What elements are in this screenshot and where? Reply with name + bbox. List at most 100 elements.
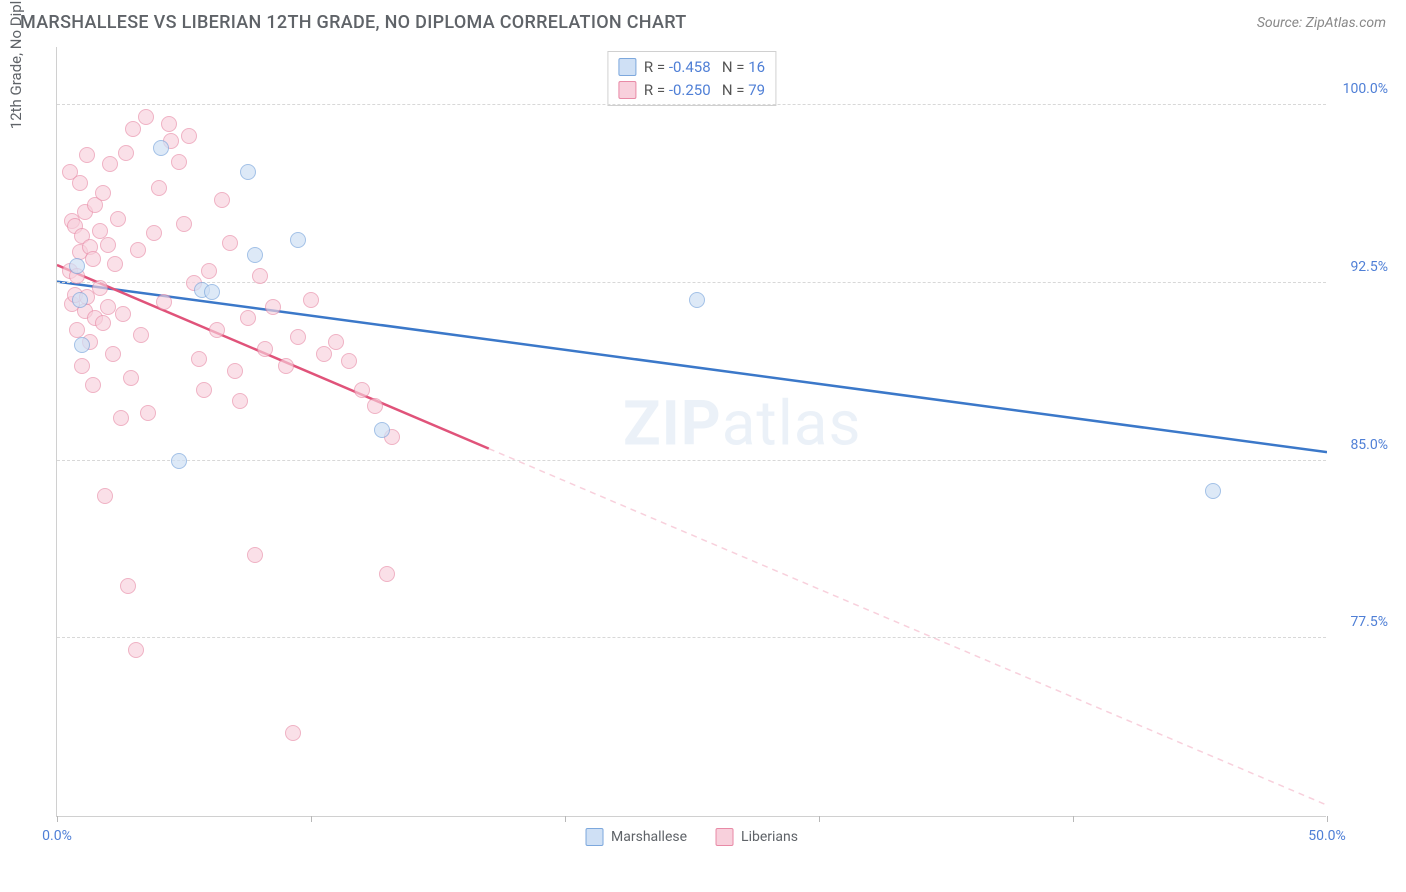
y-tick-label: 77.5% [1350, 614, 1388, 630]
data-point [115, 306, 131, 322]
data-point [113, 410, 129, 426]
data-point [247, 247, 263, 263]
data-point [204, 284, 220, 300]
legend-item: Marshallese [585, 828, 687, 846]
trend-lines [57, 47, 1327, 817]
gridline [57, 460, 1326, 461]
legend-swatch [715, 828, 733, 846]
data-point [138, 109, 154, 125]
legend-swatch [585, 828, 603, 846]
data-point [140, 405, 156, 421]
legend-label: Marshallese [611, 829, 687, 845]
data-point [240, 164, 256, 180]
data-point [130, 242, 146, 258]
y-tick-label: 100.0% [1343, 81, 1388, 97]
data-point [102, 156, 118, 172]
data-point [285, 725, 301, 741]
x-tick-label: 0.0% [42, 828, 72, 844]
data-point [367, 398, 383, 414]
data-point [79, 147, 95, 163]
data-point [100, 299, 116, 315]
x-tick [819, 816, 820, 822]
data-point [196, 382, 212, 398]
stat-row: R = -0.250 N = 79 [618, 79, 765, 102]
data-point [328, 334, 344, 350]
data-point [374, 422, 390, 438]
data-point [1205, 483, 1221, 499]
data-point [95, 315, 111, 331]
data-point [209, 322, 225, 338]
data-point [110, 211, 126, 227]
x-tick [565, 816, 566, 822]
data-point [290, 329, 306, 345]
x-tick [311, 816, 312, 822]
data-point [118, 145, 134, 161]
data-point [354, 382, 370, 398]
data-point [74, 358, 90, 374]
data-point [74, 337, 90, 353]
gridline [57, 104, 1326, 105]
data-point [128, 642, 144, 658]
data-point [100, 237, 116, 253]
x-tick-label: 50.0% [1308, 828, 1346, 844]
data-point [85, 251, 101, 267]
data-point [171, 154, 187, 170]
chart-title: MARSHALLESE VS LIBERIAN 12TH GRADE, NO D… [20, 12, 687, 33]
data-point [240, 310, 256, 326]
data-point [176, 216, 192, 232]
data-point [181, 128, 197, 144]
data-point [95, 185, 111, 201]
legend-label: Liberians [741, 829, 798, 845]
data-point [72, 175, 88, 191]
data-point [133, 327, 149, 343]
data-point [107, 256, 123, 272]
legend-swatch [618, 81, 636, 99]
legend-swatch [618, 58, 636, 76]
x-tick [57, 816, 58, 822]
data-point [214, 192, 230, 208]
data-point [227, 363, 243, 379]
data-point [151, 180, 167, 196]
data-point [191, 351, 207, 367]
plot-area: ZIPatlas R = -0.458 N = 16R = -0.250 N =… [56, 47, 1326, 817]
data-point [105, 346, 121, 362]
data-point [232, 393, 248, 409]
data-point [379, 566, 395, 582]
data-point [156, 294, 172, 310]
stat-row: R = -0.458 N = 16 [618, 56, 765, 79]
data-point [341, 353, 357, 369]
y-tick-label: 92.5% [1350, 259, 1388, 275]
watermark: ZIPatlas [623, 387, 862, 460]
data-point [161, 116, 177, 132]
data-point [689, 292, 705, 308]
data-point [123, 370, 139, 386]
y-tick-label: 85.0% [1350, 437, 1388, 453]
gridline [57, 282, 1326, 283]
data-point [97, 488, 113, 504]
data-point [222, 235, 238, 251]
data-point [85, 377, 101, 393]
data-point [257, 341, 273, 357]
data-point [146, 225, 162, 241]
data-point [316, 346, 332, 362]
data-point [201, 263, 217, 279]
data-point [120, 578, 136, 594]
source-label: Source: ZipAtlas.com [1257, 15, 1386, 31]
y-axis-label: 12th Grade, No Diploma [7, 0, 25, 129]
stats-legend: R = -0.458 N = 16R = -0.250 N = 79 [607, 51, 776, 106]
data-point [69, 258, 85, 274]
bottom-legend: Marshallese Liberians [585, 828, 798, 846]
x-tick [1327, 816, 1328, 822]
data-point [153, 140, 169, 156]
data-point [265, 299, 281, 315]
data-point [252, 268, 268, 284]
legend-item: Liberians [715, 828, 798, 846]
gridline [57, 637, 1326, 638]
data-point [72, 292, 88, 308]
data-point [290, 232, 306, 248]
x-tick [1073, 816, 1074, 822]
data-point [247, 547, 263, 563]
data-point [303, 292, 319, 308]
data-point [125, 121, 141, 137]
data-point [278, 358, 294, 374]
